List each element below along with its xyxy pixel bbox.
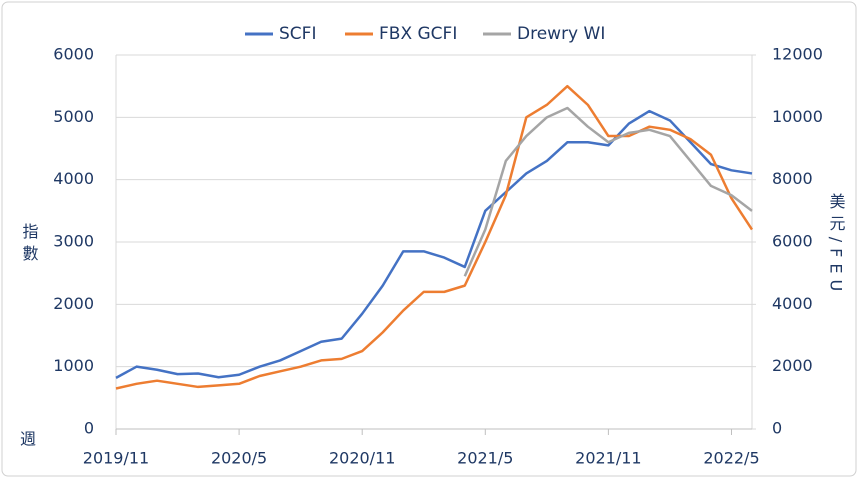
y-tick-label: 6000 [53,45,94,64]
y2-tick-label: 8000 [772,169,813,188]
y2-tick-label: 4000 [772,294,813,313]
x-tick-label: 2021/11 [575,449,641,468]
y-tick-label: 2000 [53,294,94,313]
y-tick-label: 3000 [53,232,94,251]
y2-axis-label: 美元/FEU [827,193,846,297]
y2-tick-label: 6000 [772,232,813,251]
y2-tick-label: 0 [772,419,782,438]
x-tick-label: 2021/5 [457,449,513,468]
y-tick-label: 5000 [53,107,94,126]
legend-label: SCFI [279,24,316,44]
x-tick-label: 2020/5 [211,449,267,468]
series-line [115,84,754,390]
x-axis-label: 週 [20,430,36,449]
y-axis-label: 指數 [20,223,39,267]
y-tick-label: 1000 [53,356,94,375]
y-tick-label: 0 [84,419,94,438]
y2-tick-label: 2000 [772,356,813,375]
x-tick-label: 2019/11 [83,449,149,468]
series-line [115,109,753,379]
legend-label: FBX GCFI [379,24,457,44]
x-tick-label: 2020/11 [329,449,395,468]
y2-tick-label: 10000 [772,107,823,126]
y2-tick-label: 12000 [772,45,823,64]
series-line [463,106,753,277]
y-tick-label: 4000 [53,169,94,188]
x-tick-label: 2022/5 [703,449,759,468]
legend-label: Drewry WI [517,24,605,44]
